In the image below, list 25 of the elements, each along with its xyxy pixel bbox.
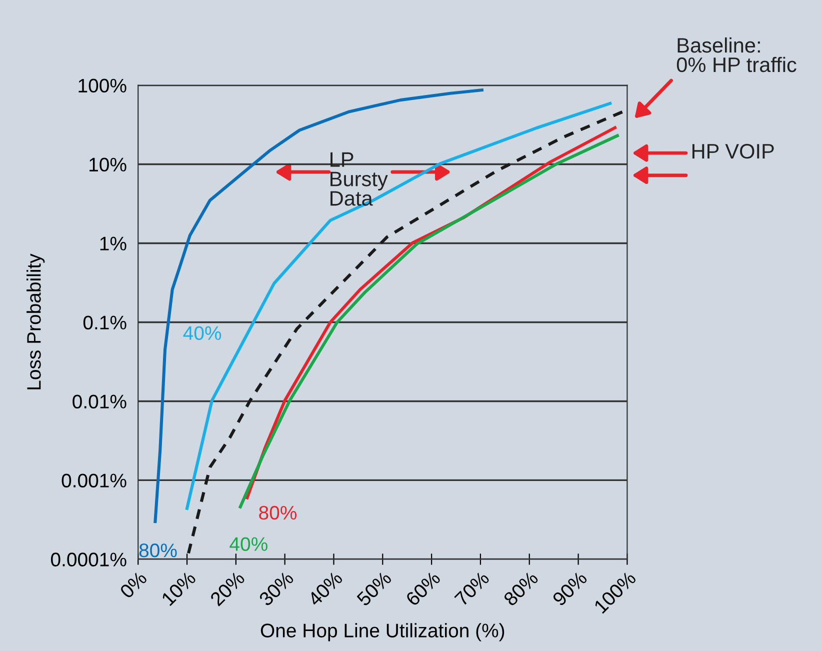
x-tick-label: 40% [306,570,344,607]
y-axis-title: Loss Probability [26,254,45,390]
x-tick-label: 0% [119,570,148,600]
x-tick-label: 60% [405,570,442,607]
y-tick-label: 100% [78,78,126,93]
x-axis-title: One Hop Line Utilization (%) [260,623,504,642]
series-label: 80% [139,544,177,558]
x-tick-label: 70% [454,570,490,607]
y-tick-label: 0.01% [72,394,126,408]
y-tick-label: 0.0001% [50,552,126,566]
line-series [154,88,484,524]
text: Baseline: 0% HP traffic [676,37,796,72]
series-label: 40% [183,326,222,340]
y-tick-label: 10% [90,158,126,172]
series-label: 40% [230,537,268,551]
x-tick-label: 50% [356,570,392,607]
x-tick-label: 90% [552,570,588,607]
y-tick-label: 0.1% [83,316,126,330]
annotation: LP Bursty Data [330,152,388,206]
y-tick-label: 1% [100,236,126,250]
x-tick-label: 80% [502,570,539,607]
y-tick-label: 0.001% [62,474,126,488]
text: HP VOIP [692,144,774,159]
series-label: 80% [259,506,296,520]
x-tick-label: 30% [258,570,294,607]
